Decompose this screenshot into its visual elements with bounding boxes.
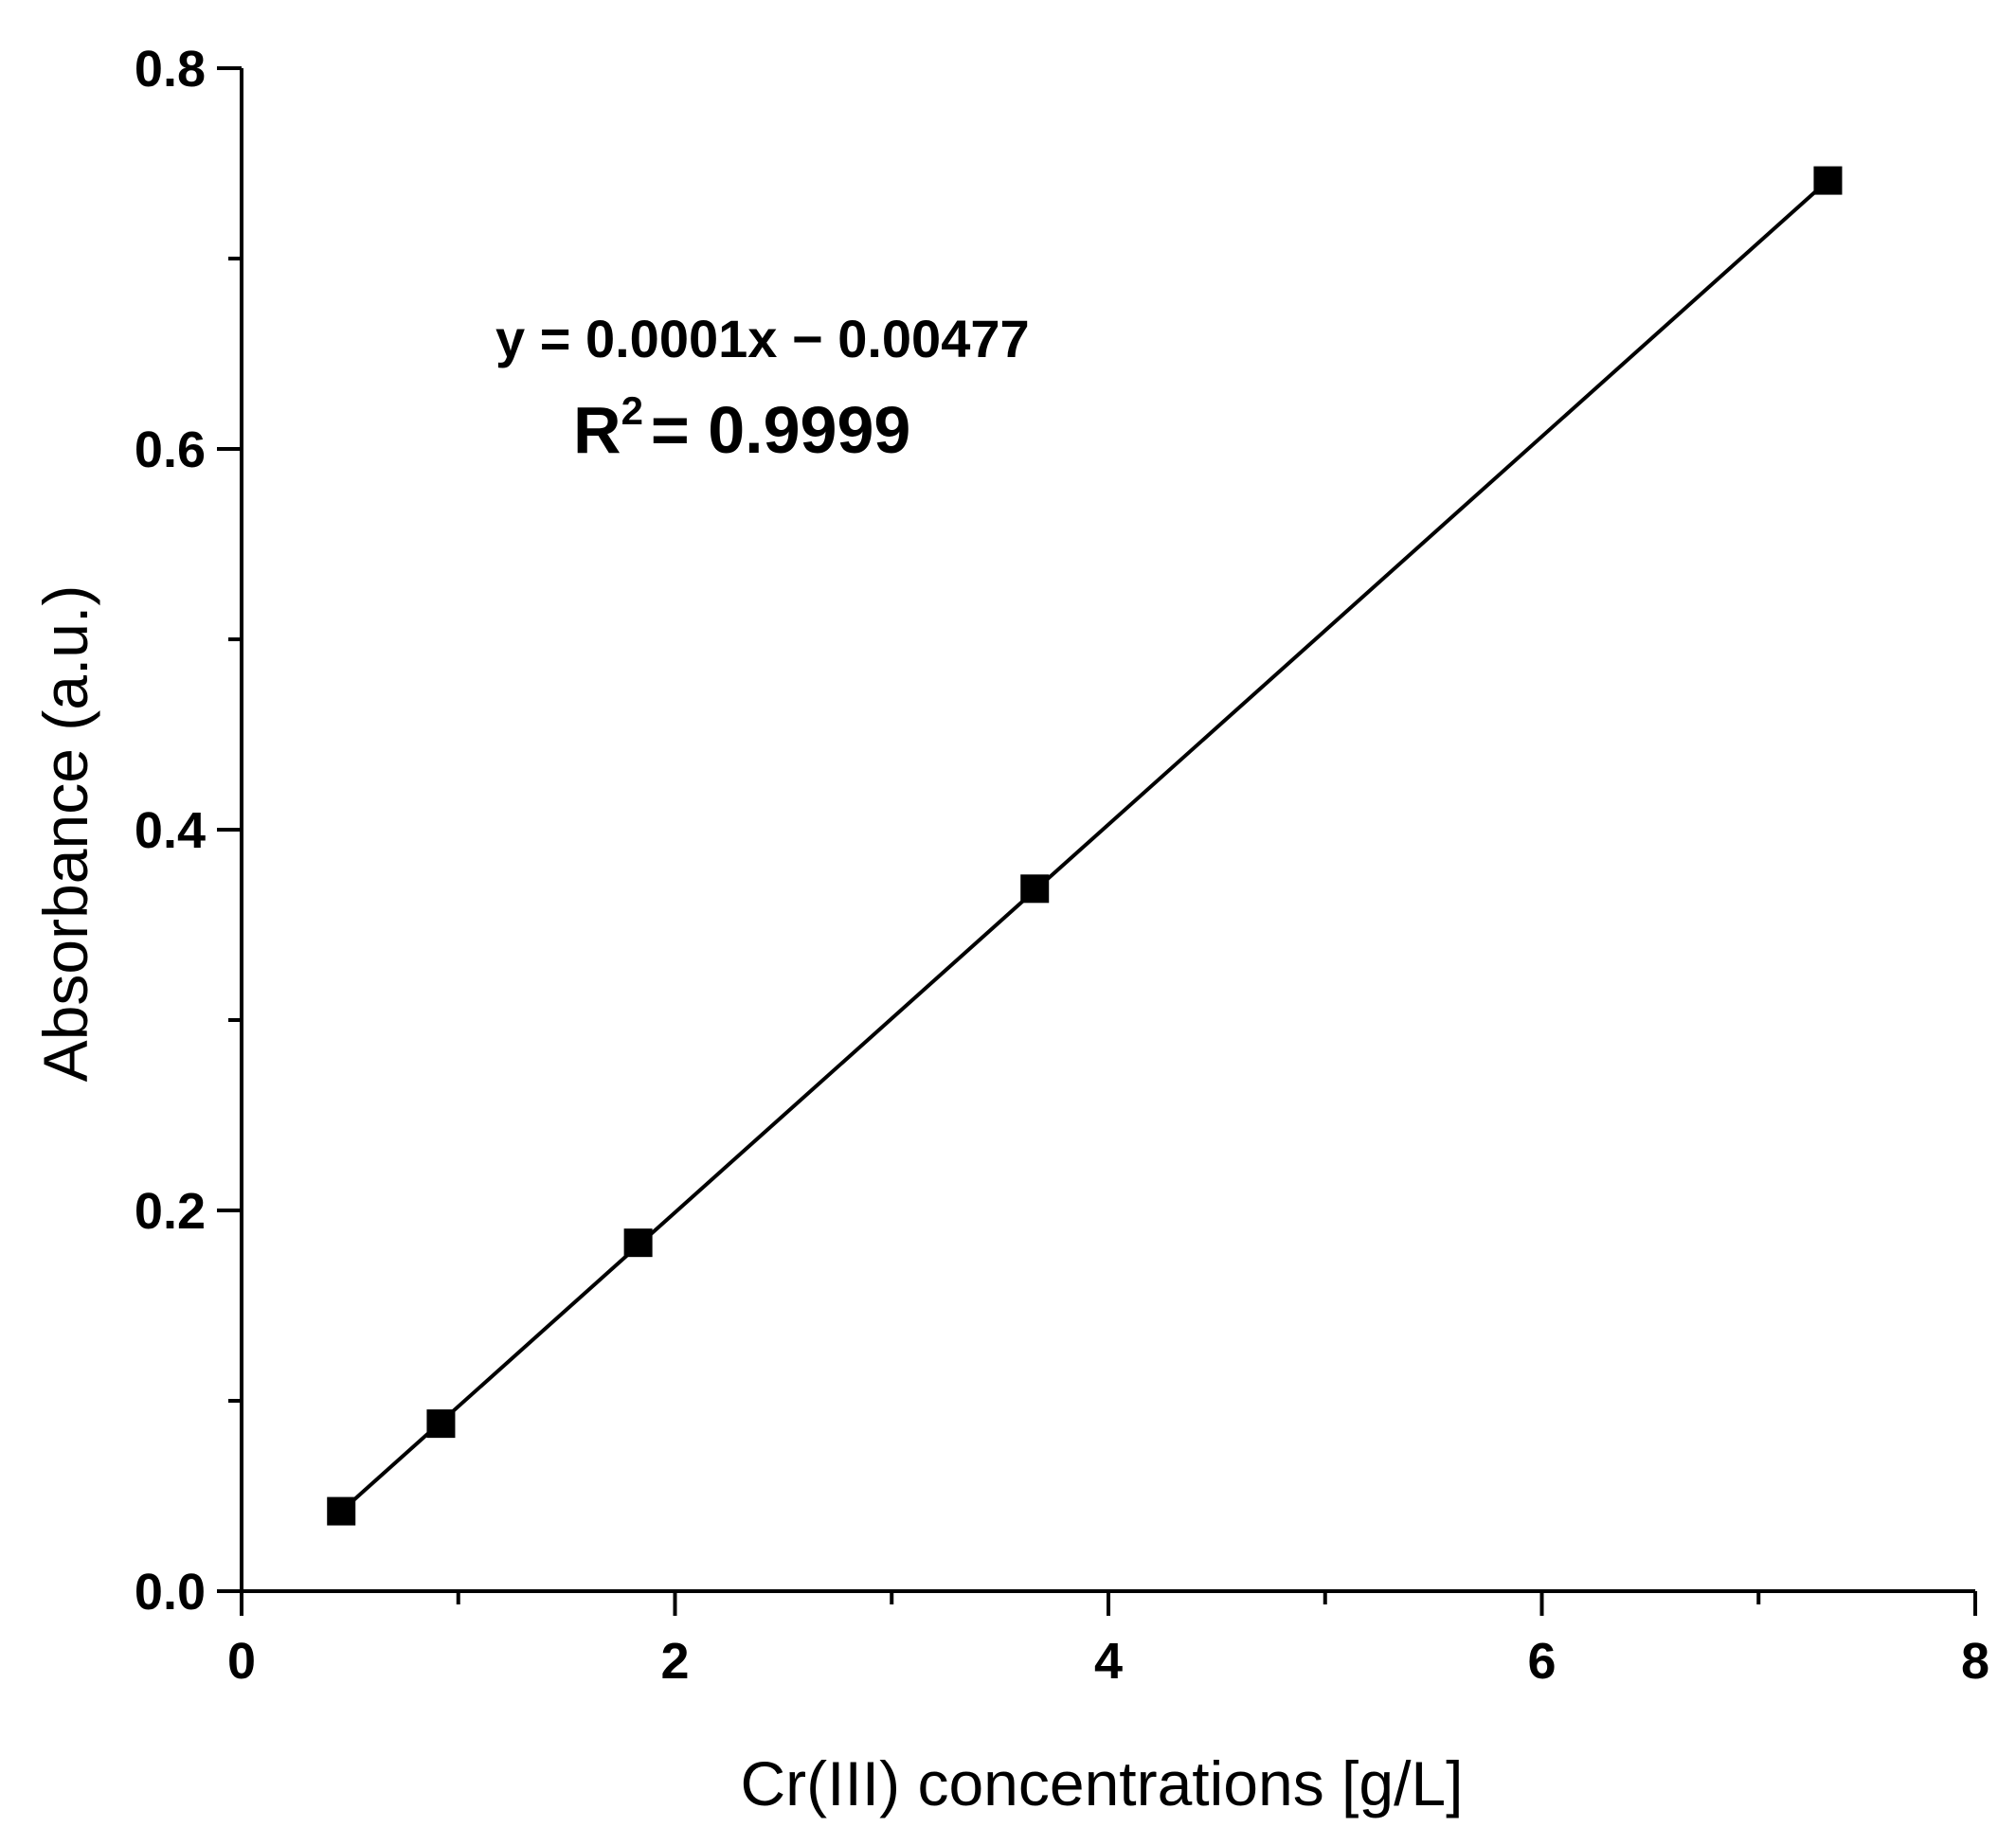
r-squared-symbol: R bbox=[573, 393, 621, 467]
plot-area bbox=[327, 166, 1843, 1526]
r-squared-value: = 0.9999 bbox=[651, 393, 910, 467]
x-tick-label: 4 bbox=[1094, 1633, 1123, 1690]
fit-line bbox=[339, 179, 1829, 1514]
y-tick-label: 0.0 bbox=[135, 1564, 206, 1621]
regression-equation: y = 0.0001x − 0.00477 bbox=[495, 309, 1030, 368]
x-tick-label: 2 bbox=[660, 1633, 689, 1690]
data-point bbox=[426, 1409, 456, 1439]
y-tick-label: 0.4 bbox=[135, 802, 206, 859]
y-axis-label: Absorbance (a.u.) bbox=[30, 585, 100, 1083]
data-point bbox=[1813, 166, 1843, 195]
r-squared-superscript: 2 bbox=[621, 388, 643, 433]
axes bbox=[240, 68, 1975, 1593]
x-axis-label: Cr(III) concentrations [g/L] bbox=[741, 1748, 1464, 1818]
data-point bbox=[623, 1228, 653, 1258]
y-tick-label: 0.6 bbox=[135, 421, 206, 478]
y-tick-label: 0.2 bbox=[135, 1183, 206, 1240]
x-tick-label: 0 bbox=[227, 1633, 256, 1690]
y-tick-label: 0.8 bbox=[135, 41, 206, 98]
ticks bbox=[217, 66, 1977, 1616]
r-squared: R2 = 0.9999 bbox=[573, 388, 910, 467]
data-point bbox=[327, 1496, 356, 1526]
x-tick-label: 8 bbox=[1961, 1633, 1989, 1690]
x-tick-label: 6 bbox=[1527, 1633, 1556, 1690]
data-point bbox=[1020, 874, 1050, 904]
tick-labels: 0 2 4 6 8 0.0 0.2 0.4 0.6 0.8 bbox=[135, 41, 1989, 1690]
